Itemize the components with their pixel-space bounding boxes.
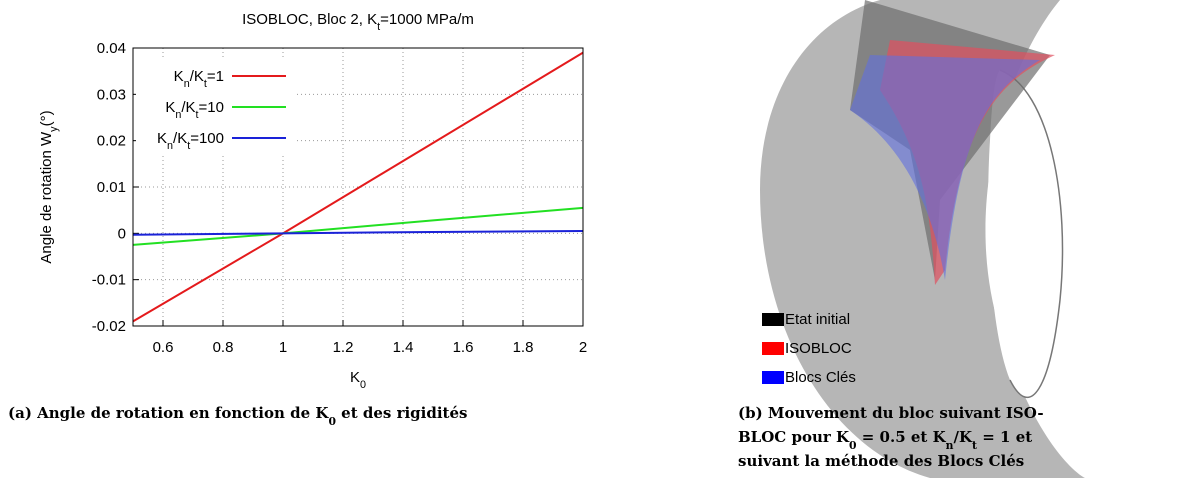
y-axis-label: Angle de rotation Wy(°) xyxy=(38,110,60,263)
plot-frame xyxy=(132,47,584,327)
cylinder-edge xyxy=(999,69,1064,399)
legend-label: ISOBLOC xyxy=(785,340,852,357)
legend-swatch xyxy=(762,313,784,326)
y-tick-label: 0.01 xyxy=(97,179,126,196)
legend-label: Etat initial xyxy=(785,311,850,328)
x-tick-label: 2 xyxy=(579,339,587,356)
y-tick-label: 0.04 xyxy=(97,40,126,57)
x-tick-label: 1 xyxy=(279,339,287,356)
x-tick-label: 1.4 xyxy=(393,339,414,356)
x-tick-label: 1.2 xyxy=(333,339,354,356)
y-tick-label: 0.02 xyxy=(97,133,126,150)
cylinder-hole xyxy=(988,70,1063,398)
y-tick-label: -0.02 xyxy=(92,318,126,335)
key-block xyxy=(850,55,1040,280)
x-tick-label: 1.8 xyxy=(513,339,534,356)
caption-b: BLOC pour K0 = 0.5 et Kn/Kt = 1 et xyxy=(738,428,1032,452)
x-axis-label: K0 xyxy=(350,369,366,391)
caption-a: (a) Angle de rotation en fonction de K0 … xyxy=(8,404,467,428)
legend-swatch xyxy=(762,342,784,355)
caption-b: suivant la méthode des Blocs Clés xyxy=(738,452,1024,470)
data-line xyxy=(132,51,584,323)
legend-label: Blocs Clés xyxy=(785,369,856,386)
y-tick-label: 0 xyxy=(118,225,126,242)
x-tick-label: 0.8 xyxy=(213,339,234,356)
caption-b: (b) Mouvement du bloc suivant ISO- xyxy=(738,404,1044,422)
data-line xyxy=(132,206,584,246)
legend-label: Kn/Kt=100 xyxy=(157,130,224,152)
figure-b-drawing xyxy=(760,0,1085,478)
chart-title: ISOBLOC, Bloc 2, Kt=1000 MPa/m xyxy=(242,11,474,33)
y-tick-label: 0.03 xyxy=(97,86,126,103)
y-tick-label: -0.01 xyxy=(92,272,126,289)
x-tick-label: 1.6 xyxy=(453,339,474,356)
data-line xyxy=(132,230,584,236)
x-tick-label: 0.6 xyxy=(153,339,174,356)
legend-swatch xyxy=(762,371,784,384)
